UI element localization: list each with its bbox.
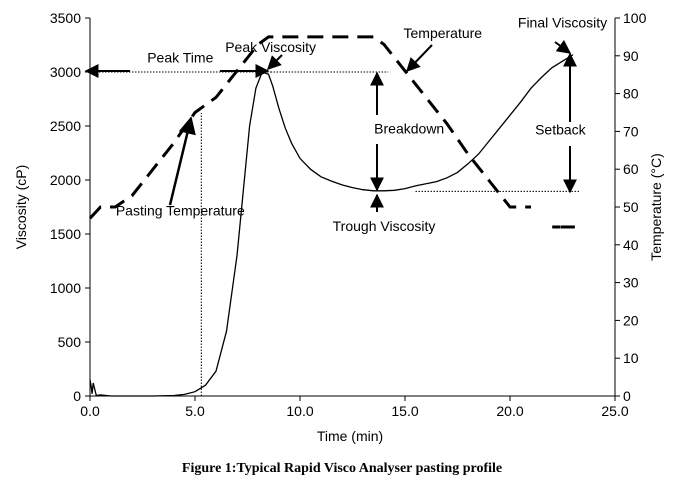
pasting-temperature-arrow [168,116,196,206]
y2-axis-label: Temperature (°C) [648,153,664,261]
y-tick-label: 1000 [50,280,81,296]
y2-tick-label: 0 [623,388,631,404]
y2-tick-label: 40 [623,237,639,253]
annotation-final-viscosity: Final Viscosity [518,15,607,31]
x-tick-label: 10.0 [286,403,313,419]
temperature-end-marker [566,225,575,229]
y2-tick-label: 80 [623,86,639,102]
annotation-peak-viscosity: Peak Viscosity [225,39,316,55]
y-tick-label: 3500 [50,10,81,26]
x-ticks: 0.0 5.0 10.0 15.0 20.0 25.0 [80,396,629,419]
y-ticks: 0 500 1000 1500 2000 2500 3000 3500 [50,10,90,404]
y2-tick-label: 10 [623,350,639,366]
temperature-end-marker [560,225,569,229]
x-tick-label: 25.0 [601,403,628,419]
y2-tick-label: 30 [623,275,639,291]
y-axis-label: Viscosity (cP) [13,165,29,250]
y-tick-label: 2000 [50,172,81,188]
x-tick-label: 5.0 [185,403,205,419]
temperature-arrow [406,44,433,73]
x-axis-label: Time (min) [317,428,383,444]
annotations: Peak Time Peak Viscosity Temperature Final … [116,15,607,234]
y2-tick-label: 70 [623,123,639,139]
x-tick-label: 15.0 [391,403,418,419]
temperature-end-marker [552,225,561,229]
series-layer [88,35,574,397]
final-viscosity-arrow [554,39,572,54]
y-tick-label: 3000 [50,64,81,80]
y-tick-label: 0 [73,388,81,404]
y-tick-label: 1500 [50,226,81,242]
annotation-pasting-temperature: Pasting Temperature [116,203,245,219]
figure-caption: Figure 1:Typical Rapid Visco Analyser pa… [182,461,502,476]
x-tick-label: 20.0 [496,403,523,419]
annotation-temperature: Temperature [404,25,483,41]
y2-tick-label: 60 [623,161,639,177]
annotation-breakdown: Breakdown [374,121,444,137]
y-tick-label: 500 [58,334,82,350]
viscosity-series-line [89,54,574,397]
y2-tick-label: 90 [623,48,639,64]
peak-viscosity-arrow [267,54,283,70]
y2-tick-label: 20 [623,312,639,328]
y2-tick-label: 50 [623,199,639,215]
annotation-arrows [84,39,577,212]
markers-layer [552,225,575,229]
y2-ticks: 0 10 20 30 40 50 60 70 80 90 100 [615,10,647,404]
annotation-trough-viscosity: Trough Viscosity [333,218,436,234]
temperature-series-line [88,35,531,220]
annotation-peak-time: Peak Time [147,49,213,65]
y2-tick-label: 100 [623,10,647,26]
y-tick-label: 2500 [50,118,81,134]
annotation-setback: Setback [535,122,587,138]
x-tick-label: 0.0 [80,403,100,419]
